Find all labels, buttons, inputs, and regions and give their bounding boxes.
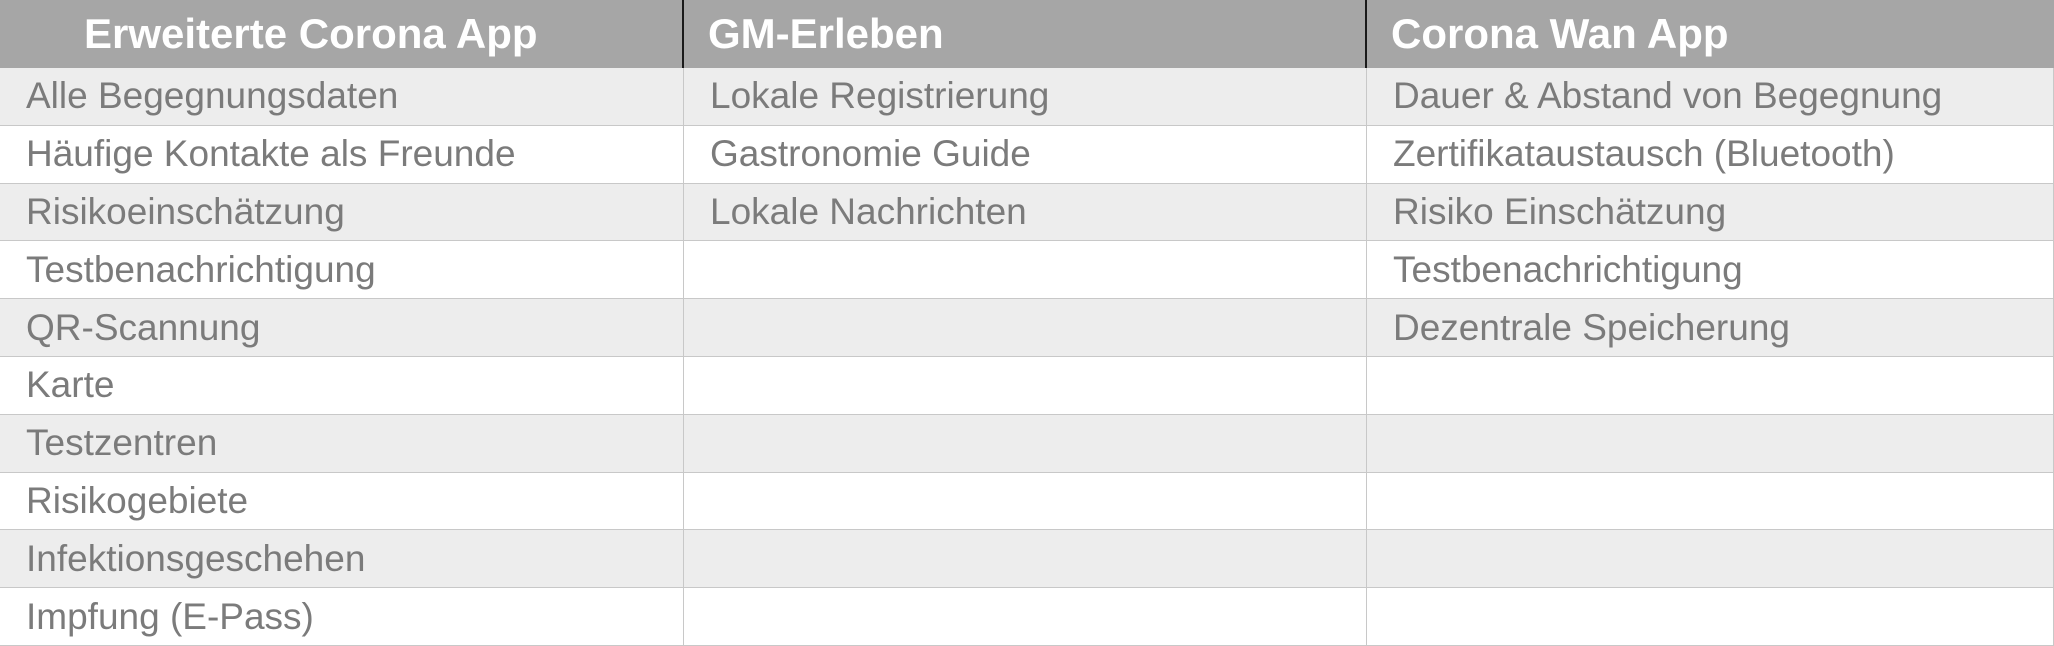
- table-cell: Infektionsgeschehen: [0, 530, 684, 589]
- table-cell: [684, 299, 1367, 357]
- table-cell: [1367, 356, 2054, 415]
- column-header-gm-erleben: GM-Erleben: [684, 0, 1367, 68]
- table-cell: Risikoeinschätzung: [0, 183, 684, 242]
- table-cell: Testbenachrichtigung: [1367, 241, 2054, 300]
- table-cell: [684, 472, 1367, 531]
- table-cell: [684, 530, 1367, 589]
- table-cell: Dauer & Abstand von Begegnung: [1367, 68, 2054, 126]
- table-cell: [684, 588, 1367, 646]
- table-cell: Lokale Registrierung: [684, 68, 1367, 126]
- table-cell: Gastronomie Guide: [684, 125, 1367, 184]
- table-cell: Dezentrale Speicherung: [1367, 299, 2054, 357]
- table-cell: [684, 356, 1367, 415]
- table-cell: Lokale Nachrichten: [684, 183, 1367, 242]
- table-cell: [1367, 588, 2054, 646]
- table-cell: Alle Begegnungsdaten: [0, 68, 684, 126]
- table-cell: [1367, 530, 2054, 589]
- table-cell: QR-Scannung: [0, 299, 684, 357]
- table-cell: Risikogebiete: [0, 472, 684, 531]
- column-header-corona-wan-app: Corona Wan App: [1367, 0, 2054, 68]
- table-cell: [684, 414, 1367, 473]
- table-cell: [1367, 414, 2054, 473]
- table-cell: Zertifikataustausch (Bluetooth): [1367, 125, 2054, 184]
- column-header-erweiterte-corona-app: Erweiterte Corona App: [0, 0, 684, 68]
- table-cell: Impfung (E-Pass): [0, 588, 684, 646]
- table-cell: [1367, 472, 2054, 531]
- table-cell: Testbenachrichtigung: [0, 241, 684, 300]
- table-cell: Risiko Einschätzung: [1367, 183, 2054, 242]
- table-cell: Häufige Kontakte als Freunde: [0, 125, 684, 184]
- table-cell: [684, 241, 1367, 300]
- table-cell: Karte: [0, 356, 684, 415]
- table-cell: Testzentren: [0, 414, 684, 473]
